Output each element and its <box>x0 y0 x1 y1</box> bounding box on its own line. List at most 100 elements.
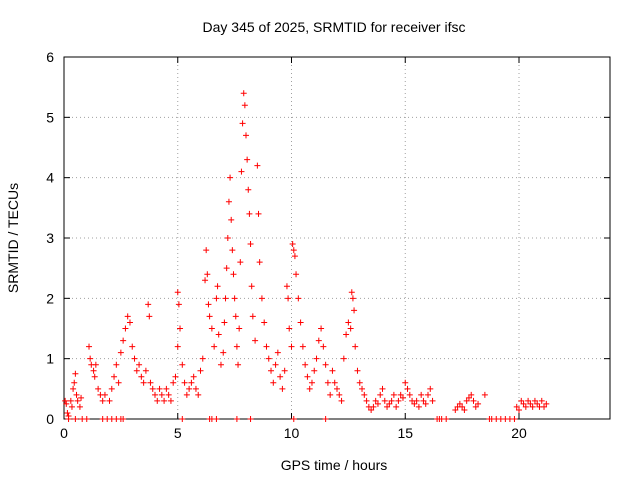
data-point <box>145 301 152 308</box>
data-point <box>252 337 259 344</box>
x-tick-label: 10 <box>284 425 300 441</box>
data-point <box>461 406 468 413</box>
data-point <box>293 271 300 278</box>
data-point <box>413 397 420 404</box>
data-point <box>525 397 532 404</box>
data-point <box>202 277 209 284</box>
data-point <box>361 391 368 398</box>
data-point <box>152 391 158 398</box>
data-point <box>406 391 413 398</box>
data-point <box>465 394 472 401</box>
data-point <box>170 379 177 386</box>
data-point <box>327 391 334 398</box>
data-point <box>101 391 108 398</box>
data-point <box>299 343 306 350</box>
data-point <box>214 283 221 290</box>
data-point <box>265 355 272 362</box>
data-point <box>522 403 529 410</box>
data-point <box>177 325 184 332</box>
data-point <box>122 325 129 332</box>
data-point <box>541 403 548 410</box>
data-point <box>302 361 309 368</box>
data-point <box>70 385 77 392</box>
data-point <box>356 379 363 386</box>
y-axis-title: SRMTID / TECUs <box>5 183 21 293</box>
data-point <box>388 397 395 404</box>
data-point <box>227 174 234 181</box>
data-point <box>518 397 525 404</box>
data-point <box>283 283 290 290</box>
data-point <box>92 361 99 368</box>
data-point <box>136 361 143 368</box>
data-point <box>422 400 429 407</box>
data-point <box>236 325 243 332</box>
data-point <box>91 373 98 380</box>
data-point <box>395 397 402 404</box>
data-point <box>167 397 174 404</box>
data-point <box>452 406 459 413</box>
data-point <box>230 271 237 278</box>
data-point <box>429 397 436 404</box>
data-point <box>67 397 74 404</box>
data-point <box>156 385 163 392</box>
y-tick-label: 6 <box>46 49 54 65</box>
data-point <box>308 379 315 386</box>
data-point <box>370 403 377 410</box>
data-point <box>238 168 245 175</box>
data-point <box>111 373 118 380</box>
data-point <box>520 400 527 407</box>
data-point <box>459 403 466 410</box>
data-point <box>204 271 211 278</box>
data-point <box>117 349 124 356</box>
data-point <box>513 403 520 410</box>
data-point <box>349 295 356 302</box>
data-point <box>181 379 188 386</box>
data-point <box>174 343 181 350</box>
data-point <box>211 343 218 350</box>
data-point <box>146 313 153 320</box>
data-point <box>95 385 102 392</box>
data-point <box>286 325 293 332</box>
data-point <box>186 385 193 392</box>
data-point <box>133 367 140 374</box>
data-point <box>174 289 181 296</box>
data-point <box>235 361 242 368</box>
data-point <box>472 403 479 410</box>
data-point <box>190 373 197 380</box>
data-point <box>126 319 133 326</box>
data-point <box>247 241 254 248</box>
data-point <box>63 400 70 407</box>
data-point <box>402 379 409 386</box>
data-point <box>363 397 370 404</box>
data-point <box>320 343 327 350</box>
data-point <box>213 416 220 422</box>
y-tick-label: 4 <box>46 170 54 186</box>
data-point <box>225 198 232 205</box>
data-point <box>481 391 488 398</box>
data-point <box>124 313 131 320</box>
data-point <box>258 295 265 302</box>
data-point <box>140 379 147 386</box>
data-point <box>68 403 75 410</box>
data-point <box>183 391 190 398</box>
data-point <box>347 325 354 332</box>
data-point <box>192 385 199 392</box>
data-point <box>386 400 393 407</box>
data-point <box>213 295 220 302</box>
data-point <box>304 373 311 380</box>
data-point <box>223 265 230 272</box>
data-point <box>290 416 297 422</box>
data-point <box>329 367 336 374</box>
data-point <box>161 397 168 404</box>
y-tick-label: 0 <box>46 411 54 427</box>
x-tick-label: 5 <box>174 425 182 441</box>
data-point <box>64 409 71 416</box>
data-point <box>534 400 541 407</box>
data-point <box>108 385 115 392</box>
data-point <box>463 397 470 404</box>
data-point <box>374 400 381 407</box>
y-tick-labels: 0 1 2 3 4 5 6 <box>46 49 54 427</box>
data-point <box>249 313 256 320</box>
